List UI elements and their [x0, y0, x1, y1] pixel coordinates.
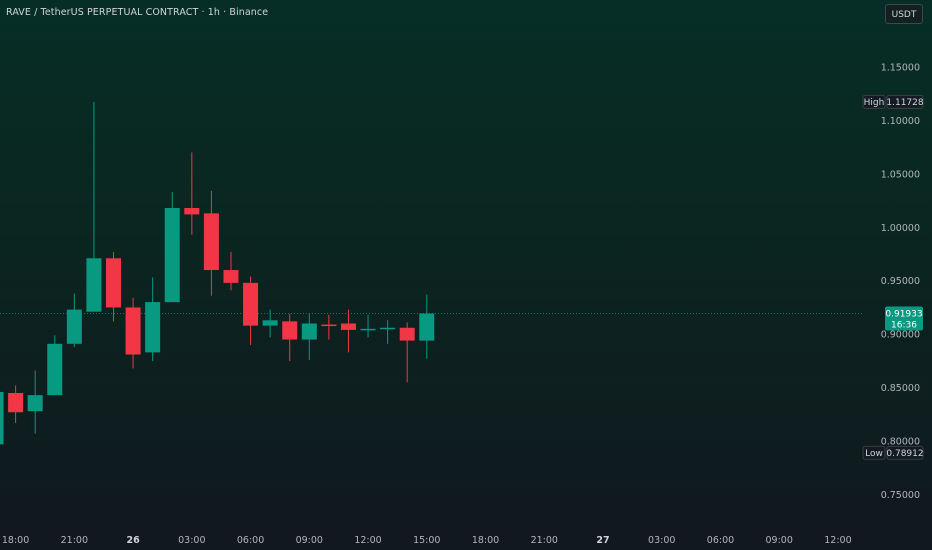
candle[interactable]: [301, 313, 317, 360]
candle[interactable]: [419, 294, 435, 359]
price-tick-label: 1.05000: [881, 169, 920, 180]
candle[interactable]: [164, 191, 180, 303]
candle-body: [106, 258, 121, 308]
candle[interactable]: [360, 314, 376, 338]
candle-body: [380, 327, 396, 330]
price-tick-label: 1.10000: [881, 116, 920, 127]
candle[interactable]: [125, 297, 141, 369]
candle[interactable]: [106, 251, 121, 322]
price-tick-label: 0.80000: [881, 437, 920, 448]
high-marker-value: 1.11728: [886, 98, 923, 108]
candle-body: [243, 282, 259, 326]
time-tick-label: 09:00: [766, 535, 793, 546]
candle-body: [86, 258, 102, 312]
candle-body: [262, 320, 278, 326]
candle-body: [282, 321, 298, 340]
price-tick-label: 1.15000: [881, 62, 920, 73]
time-tick-label: 26: [126, 535, 140, 546]
candle[interactable]: [66, 293, 82, 348]
high-marker-label-box: [862, 94, 886, 109]
time-tick-label: 21:00: [531, 535, 558, 546]
candle[interactable]: [243, 276, 259, 345]
time-tick-label: 06:00: [707, 535, 734, 546]
time-tick-label: 06:00: [237, 535, 264, 546]
candle[interactable]: [282, 313, 298, 361]
candle-body: [360, 328, 376, 331]
low-marker-label-box: [862, 445, 886, 460]
candle-body: [47, 343, 63, 396]
time-tick-label: 12:00: [824, 535, 851, 546]
candle-body: [27, 395, 43, 412]
candle-body: [125, 307, 141, 355]
low-marker-label: Low: [865, 449, 883, 459]
high-marker-label: High: [864, 98, 885, 108]
time-tick-label: 18:00: [472, 535, 499, 546]
low-marker-value: 0.78912: [886, 449, 923, 459]
candle-body: [321, 324, 337, 327]
bar-countdown: 16:36: [891, 321, 917, 331]
candle-body: [203, 213, 219, 271]
time-tick-label: 18:00: [2, 535, 29, 546]
price-tick-label: 1.00000: [881, 223, 920, 234]
price-tick-label: 0.85000: [881, 383, 920, 394]
candle[interactable]: [86, 101, 102, 312]
candle[interactable]: [184, 152, 200, 235]
candle-body: [66, 309, 82, 344]
candle[interactable]: [340, 309, 356, 353]
chart-title: RAVE / TetherUS PERPETUAL CONTRACT · 1h …: [6, 7, 269, 18]
currency-button[interactable]: USDT: [885, 4, 923, 24]
candle-body: [8, 393, 24, 413]
high-marker: High 1.11728: [862, 94, 924, 109]
candle[interactable]: [47, 335, 63, 396]
candle[interactable]: [8, 385, 24, 423]
last-price-value: 0.91933: [885, 310, 922, 320]
candle-body: [184, 208, 200, 215]
time-tick-label: 15:00: [413, 535, 440, 546]
candle[interactable]: [262, 309, 278, 338]
last-price-badge-bg: [885, 306, 923, 331]
time-tick-label: 03:00: [178, 535, 205, 546]
price-tick-label: 0.90000: [881, 330, 920, 341]
low-marker-value-box: [886, 445, 924, 460]
time-tick-label: 21:00: [61, 535, 88, 546]
time-tick-label: 03:00: [648, 535, 675, 546]
low-marker: Low 0.78912: [862, 445, 924, 460]
price-tick-label: 0.95000: [881, 276, 920, 287]
candle[interactable]: [223, 251, 239, 291]
candle-body: [340, 323, 356, 330]
candle[interactable]: [0, 390, 4, 451]
candle-body: [145, 302, 161, 353]
candle-body: [0, 391, 4, 445]
time-tick-label: 09:00: [296, 535, 323, 546]
candle[interactable]: [399, 322, 415, 383]
candle-body: [301, 323, 317, 340]
candle[interactable]: [145, 277, 161, 361]
candle[interactable]: [321, 314, 337, 340]
candle-body: [419, 313, 435, 341]
candle-body: [164, 208, 180, 303]
candle[interactable]: [27, 370, 43, 434]
time-tick-label: 27: [596, 535, 609, 546]
price-tick-label: 0.75000: [881, 490, 920, 501]
candle[interactable]: [380, 320, 396, 344]
candle-body: [223, 270, 239, 283]
time-tick-label: 12:00: [354, 535, 381, 546]
candle-body: [399, 327, 415, 341]
high-marker-value-box: [886, 94, 924, 109]
candle[interactable]: [203, 190, 219, 296]
